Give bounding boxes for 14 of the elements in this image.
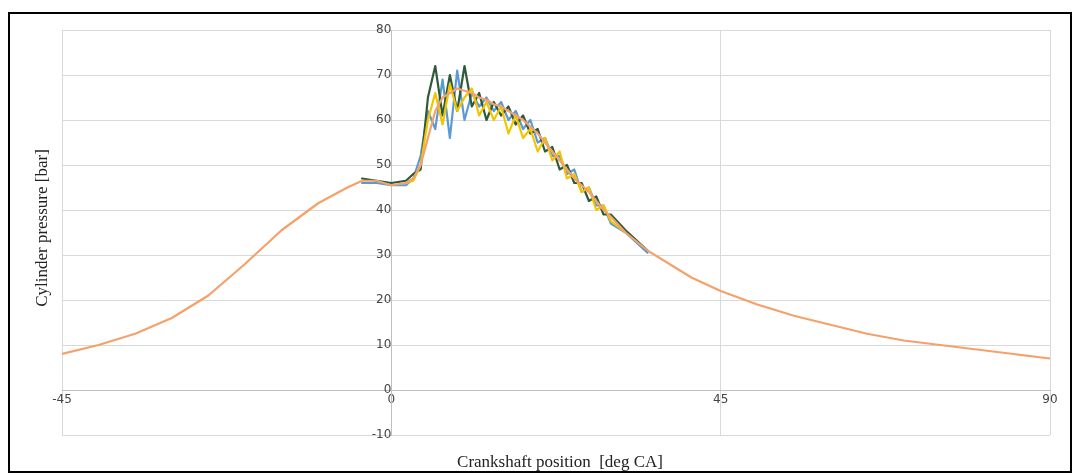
y-tick-label: 10 bbox=[376, 337, 392, 352]
y-tick-label: 20 bbox=[376, 292, 392, 307]
y-tick-label: 70 bbox=[376, 67, 392, 82]
y-tick-label: 50 bbox=[376, 157, 392, 172]
y-tick-label: 60 bbox=[376, 112, 392, 127]
y-tick-label: 30 bbox=[376, 247, 392, 262]
y-tick-label: -10 bbox=[371, 427, 392, 442]
x-tick-label: 90 bbox=[1042, 392, 1058, 407]
x-tick-label: 45 bbox=[713, 392, 729, 407]
x-tick-label: -45 bbox=[52, 392, 72, 407]
y-tick-label: 80 bbox=[376, 22, 392, 37]
x-axis-title: Crankshaft position [deg CA] bbox=[457, 452, 663, 472]
y-tick-label: 40 bbox=[376, 202, 392, 217]
y-axis-title: Cylinder pressure [bar] bbox=[32, 149, 52, 307]
